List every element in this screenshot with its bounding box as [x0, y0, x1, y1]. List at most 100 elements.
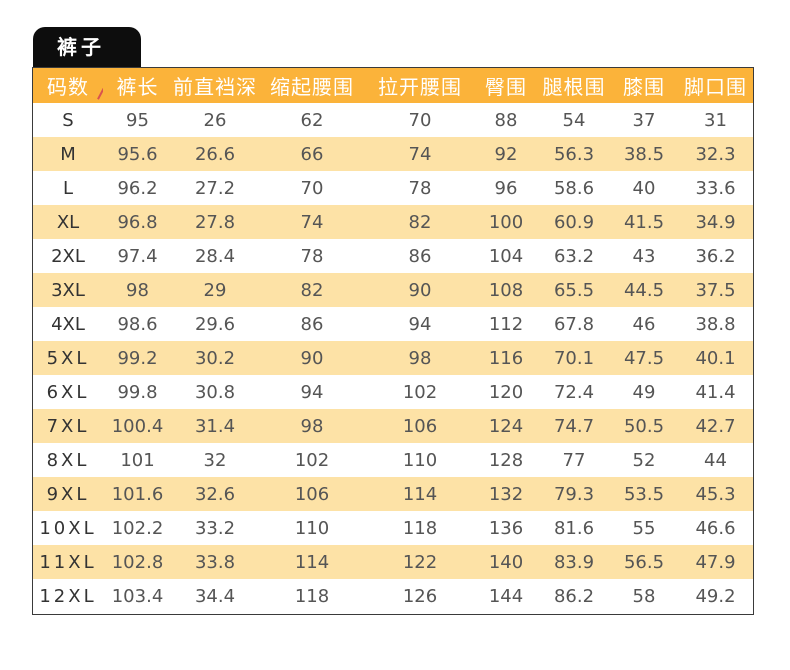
cell-relaxed-waist: 102	[258, 443, 366, 477]
cell-stretched-waist: 78	[366, 171, 474, 205]
cell-hem: 41.4	[678, 375, 753, 409]
table-row: 11XL 102.8 33.8 114 122 140 83.9 56.5 47.9	[33, 545, 753, 579]
cell-front-rise: 26.6	[172, 137, 258, 171]
cell-front-rise: 30.8	[172, 375, 258, 409]
cell-knee: 38.5	[610, 137, 678, 171]
cell-relaxed-waist: 74	[258, 205, 366, 239]
cell-size: 8XL	[33, 443, 103, 477]
cell-thigh: 58.6	[538, 171, 610, 205]
cell-size: S	[33, 103, 103, 137]
cell-length: 96.8	[103, 205, 172, 239]
cell-size: 5XL	[33, 341, 103, 375]
cell-size: XL	[33, 205, 103, 239]
cell-relaxed-waist: 98	[258, 409, 366, 443]
table-row: 5XL 99.2 30.2 90 98 116 70.1 47.5 40.1	[33, 341, 753, 375]
cell-thigh: 86.2	[538, 579, 610, 613]
cell-size: 2XL	[33, 239, 103, 273]
cell-knee: 40	[610, 171, 678, 205]
table-row: 12XL 103.4 34.4 118 126 144 86.2 58 49.2	[33, 579, 753, 613]
table-row: 7XL 100.4 31.4 98 106 124 74.7 50.5 42.7	[33, 409, 753, 443]
cell-knee: 58	[610, 579, 678, 613]
cell-hem: 42.7	[678, 409, 753, 443]
cell-front-rise: 33.8	[172, 545, 258, 579]
section-tab-title: 裤子	[33, 27, 141, 67]
table-row: L 96.2 27.2 70 78 96 58.6 40 33.6	[33, 171, 753, 205]
cell-size: 3XL	[33, 273, 103, 307]
cell-stretched-waist: 102	[366, 375, 474, 409]
header-cell-hip: 臀围	[474, 68, 538, 103]
cell-stretched-waist: 106	[366, 409, 474, 443]
cell-relaxed-waist: 86	[258, 307, 366, 341]
header-cell-size: 码数	[33, 68, 103, 103]
cell-relaxed-waist: 70	[258, 171, 366, 205]
table-row: 4XL 98.6 29.6 86 94 112 67.8 46 38.8	[33, 307, 753, 341]
cell-hem: 45.3	[678, 477, 753, 511]
cell-length: 103.4	[103, 579, 172, 613]
size-chart-frame: 码数 裤长 前直裆深 缩起腰围 拉开腰围 臀围 腿根围 膝围 脚口围 S 95 26…	[32, 67, 754, 615]
cell-front-rise: 29	[172, 273, 258, 307]
cell-hip: 132	[474, 477, 538, 511]
cell-size: M	[33, 137, 103, 171]
cell-length: 98	[103, 273, 172, 307]
cell-stretched-waist: 74	[366, 137, 474, 171]
cell-length: 101.6	[103, 477, 172, 511]
cell-hem: 36.2	[678, 239, 753, 273]
table-row: 8XL 101 32 102 110 128 77 52 44	[33, 443, 753, 477]
cell-thigh: 60.9	[538, 205, 610, 239]
cell-length: 96.2	[103, 171, 172, 205]
cell-stretched-waist: 94	[366, 307, 474, 341]
cell-hem: 37.5	[678, 273, 753, 307]
cell-relaxed-waist: 118	[258, 579, 366, 613]
cell-relaxed-waist: 106	[258, 477, 366, 511]
header-cell-hem: 脚口围	[678, 68, 753, 103]
cell-relaxed-waist: 110	[258, 511, 366, 545]
size-chart-table: 码数 裤长 前直裆深 缩起腰围 拉开腰围 臀围 腿根围 膝围 脚口围 S 95 26…	[33, 68, 753, 613]
cell-front-rise: 29.6	[172, 307, 258, 341]
cell-hip: 144	[474, 579, 538, 613]
cell-hip: 104	[474, 239, 538, 273]
header-cell-front-rise: 前直裆深	[172, 68, 258, 103]
header-cell-length: 裤长	[103, 68, 172, 103]
cell-thigh: 74.7	[538, 409, 610, 443]
cell-knee: 47.5	[610, 341, 678, 375]
table-body: S 95 26 62 70 88 54 37 31 M 95.6 26.6 66 74 92 56.3 38.5…	[33, 103, 753, 613]
cell-size: 4XL	[33, 307, 103, 341]
cell-thigh: 77	[538, 443, 610, 477]
cell-knee: 46	[610, 307, 678, 341]
table-row: 3XL 98 29 82 90 108 65.5 44.5 37.5	[33, 273, 753, 307]
cell-length: 101	[103, 443, 172, 477]
cell-thigh: 65.5	[538, 273, 610, 307]
cell-front-rise: 27.8	[172, 205, 258, 239]
cell-knee: 41.5	[610, 205, 678, 239]
cell-relaxed-waist: 78	[258, 239, 366, 273]
table-row: 2XL 97.4 28.4 78 86 104 63.2 43 36.2	[33, 239, 753, 273]
cell-knee: 50.5	[610, 409, 678, 443]
cell-stretched-waist: 70	[366, 103, 474, 137]
cell-stretched-waist: 98	[366, 341, 474, 375]
cell-length: 97.4	[103, 239, 172, 273]
cell-stretched-waist: 90	[366, 273, 474, 307]
cell-knee: 52	[610, 443, 678, 477]
cell-hip: 88	[474, 103, 538, 137]
cell-front-rise: 28.4	[172, 239, 258, 273]
cell-thigh: 72.4	[538, 375, 610, 409]
cell-knee: 49	[610, 375, 678, 409]
cell-thigh: 83.9	[538, 545, 610, 579]
cell-relaxed-waist: 114	[258, 545, 366, 579]
cell-length: 95.6	[103, 137, 172, 171]
cell-hem: 38.8	[678, 307, 753, 341]
header-divider-slash	[97, 72, 103, 100]
cell-length: 98.6	[103, 307, 172, 341]
cell-knee: 44.5	[610, 273, 678, 307]
cell-front-rise: 27.2	[172, 171, 258, 205]
cell-hem: 47.9	[678, 545, 753, 579]
cell-knee: 55	[610, 511, 678, 545]
cell-stretched-waist: 122	[366, 545, 474, 579]
header-cell-stretched-waist: 拉开腰围	[366, 68, 474, 103]
table-row: 10XL 102.2 33.2 110 118 136 81.6 55 46.6	[33, 511, 753, 545]
header-cell-relaxed-waist: 缩起腰围	[258, 68, 366, 103]
cell-front-rise: 31.4	[172, 409, 258, 443]
cell-size: 6XL	[33, 375, 103, 409]
cell-front-rise: 33.2	[172, 511, 258, 545]
cell-size: 7XL	[33, 409, 103, 443]
